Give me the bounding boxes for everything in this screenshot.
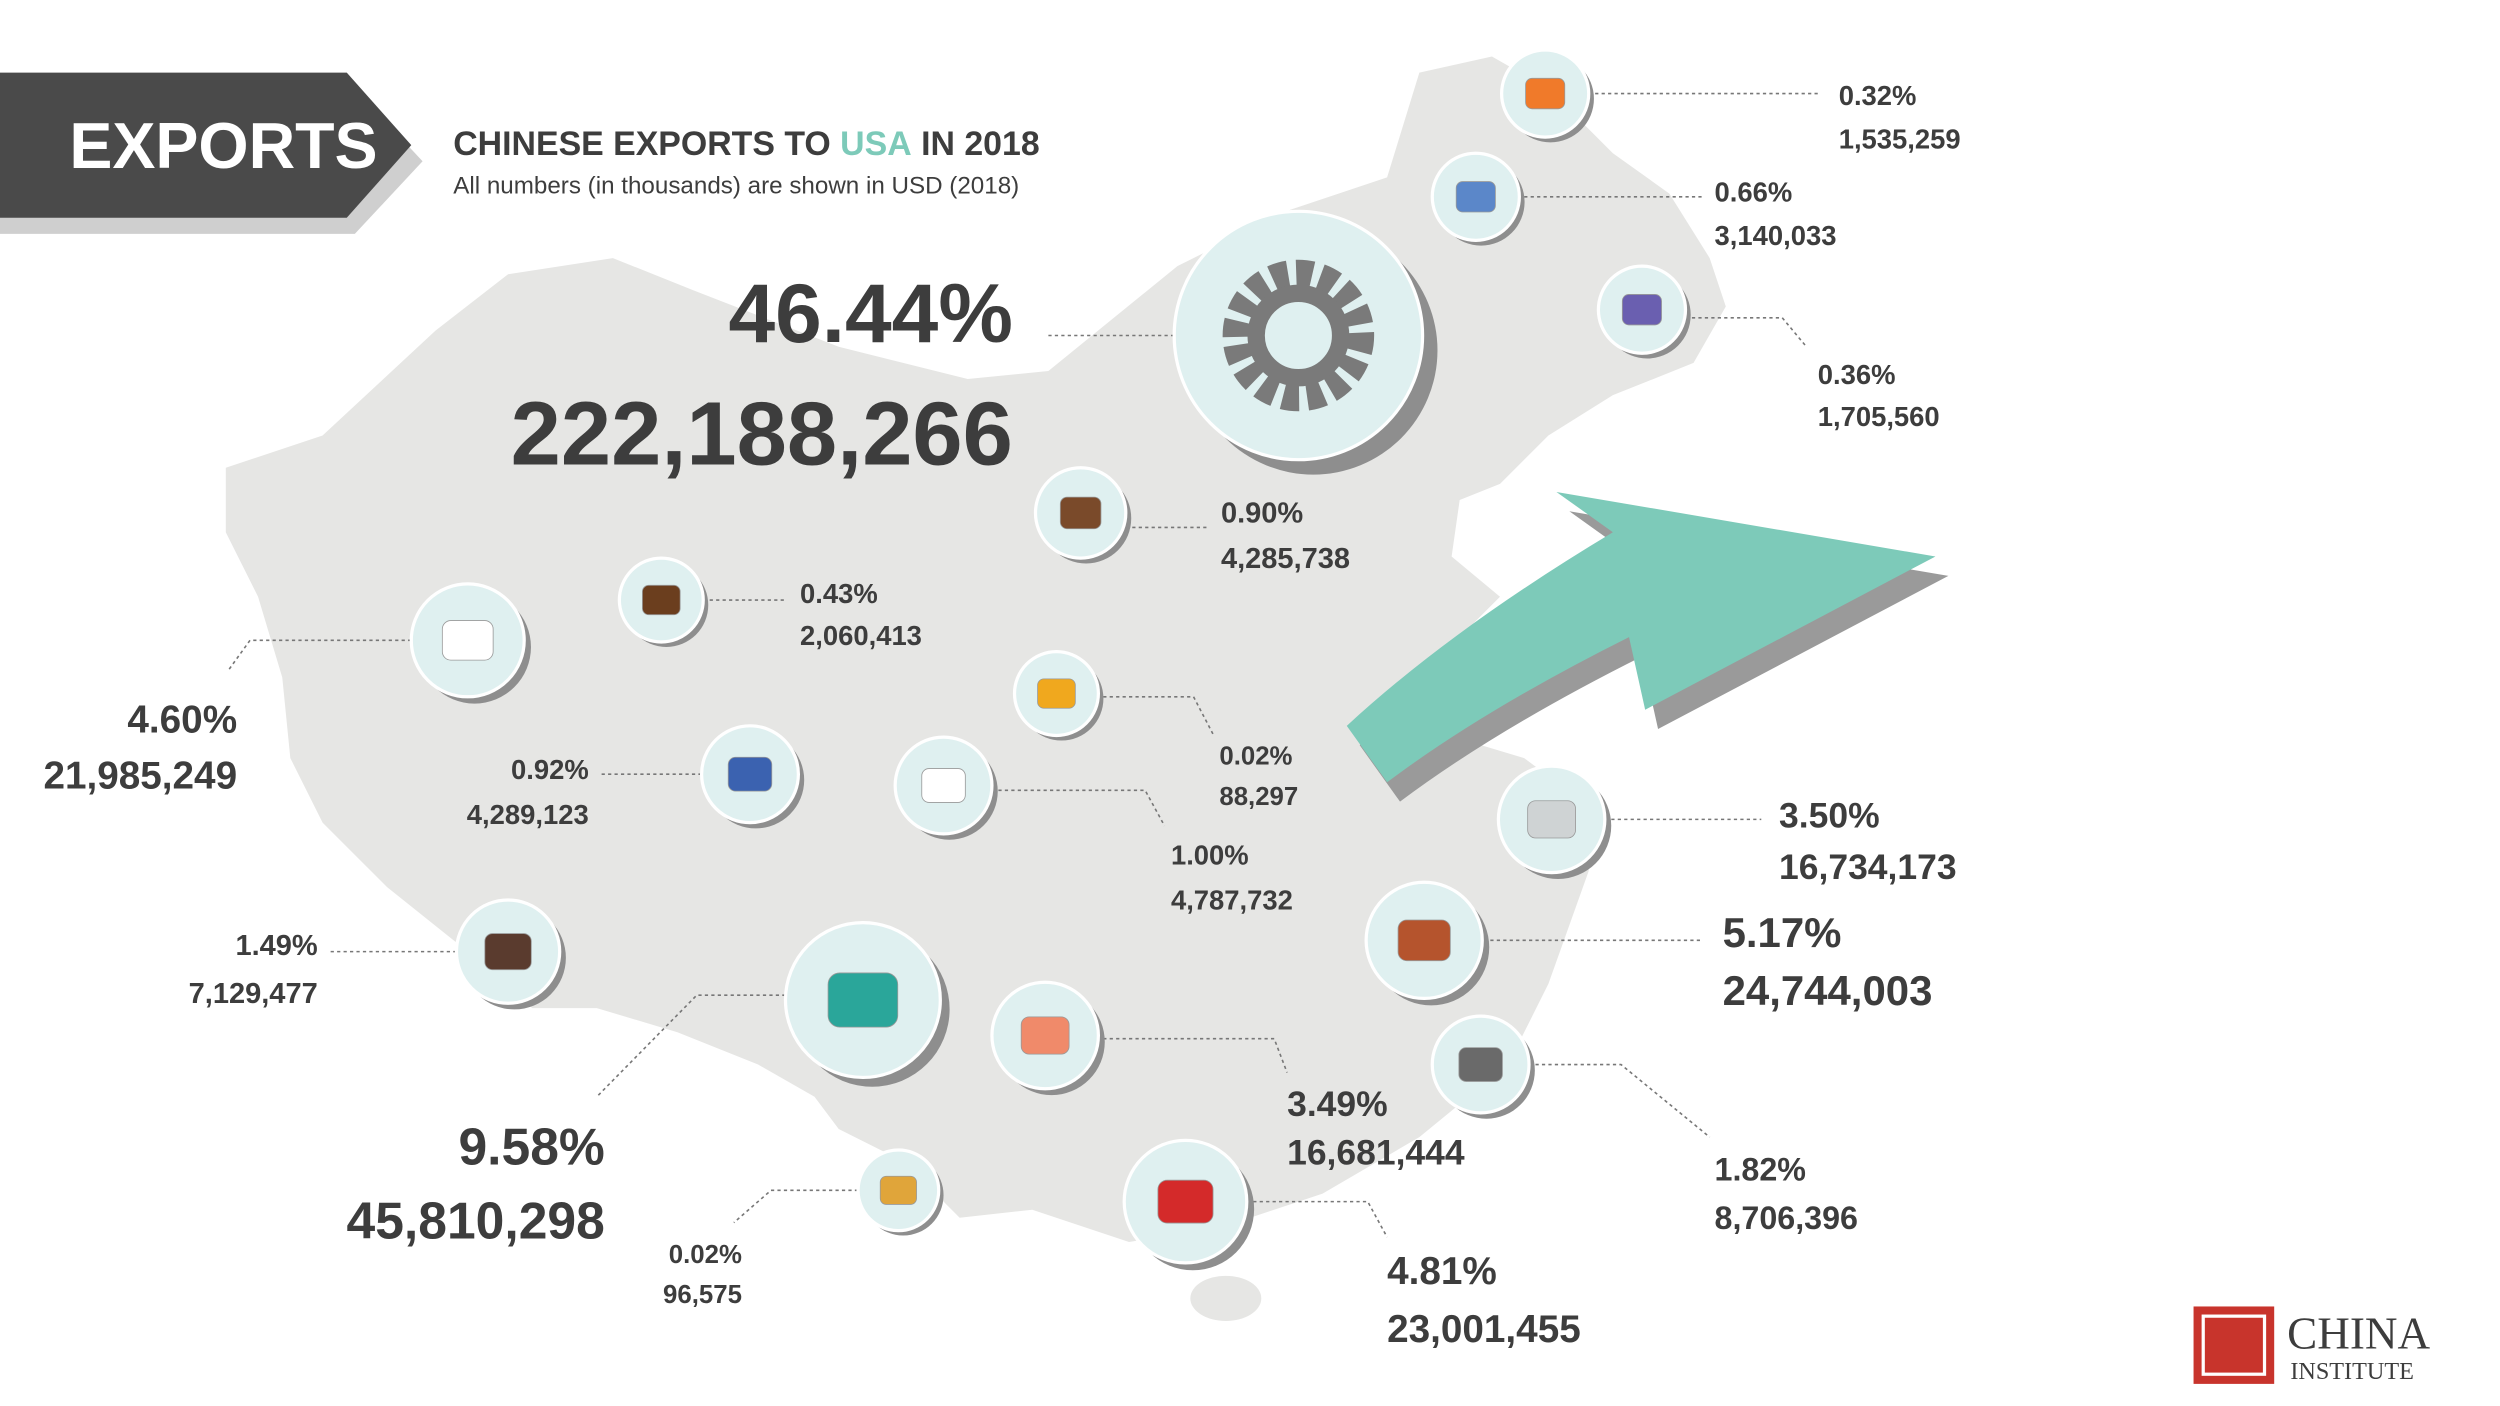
product-icon xyxy=(441,620,494,661)
export-percent: 3.49% xyxy=(1287,1084,1388,1124)
export-percent: 5.17% xyxy=(1723,909,1842,956)
export-value: 45,810,298 xyxy=(347,1192,605,1250)
export-percent: 0.32% xyxy=(1839,80,1917,111)
leader-line xyxy=(1529,1063,1711,1138)
icon-circle xyxy=(1172,209,1425,462)
export-value: 1,535,259 xyxy=(1839,123,1961,154)
export-item: 3.49% 16,681,444 xyxy=(990,980,1465,1173)
export-percent: 0.02% xyxy=(669,1241,742,1269)
export-item: 0.36% 1,705,560 xyxy=(1596,264,1940,432)
export-value: 24,744,003 xyxy=(1723,967,1933,1014)
product-icon xyxy=(1455,181,1496,213)
export-value: 4,787,732 xyxy=(1171,885,1293,916)
export-value: 16,681,444 xyxy=(1287,1133,1465,1173)
export-percent: 0.90% xyxy=(1221,498,1303,530)
gear-icon xyxy=(1222,259,1375,412)
leader-line xyxy=(596,994,786,1098)
product-icon xyxy=(1458,1047,1503,1082)
leader-line xyxy=(733,1189,859,1224)
items: 0.32% 1,535,259 0.66% 3,140,033 0.36% 1,705,5… xyxy=(43,48,1961,1351)
title: CHINESE EXPORTS TO USA IN 2018 xyxy=(453,125,1039,163)
export-item: 0.32% 1,535,259 xyxy=(1499,48,1961,154)
export-item: 1.82% 8,706,396 xyxy=(1430,1014,1858,1236)
logo-line1: CHINA xyxy=(2287,1308,2430,1358)
export-value: 96,575 xyxy=(663,1281,742,1309)
export-percent: 0.43% xyxy=(800,578,878,609)
export-value: 7,129,477 xyxy=(189,978,318,1010)
export-item: 0.43% 2,060,413 xyxy=(617,556,922,651)
header-tag: EXPORTS xyxy=(69,110,377,182)
export-item: 0.66% 3,140,033 xyxy=(1430,151,1837,251)
export-value: 1,705,560 xyxy=(1818,401,1940,432)
export-item: 5.17% 24,744,003 xyxy=(1364,880,1933,1014)
export-value: 222,188,266 xyxy=(511,384,1013,485)
export-item: 4.81% 23,001,455 xyxy=(1122,1138,1581,1351)
export-percent: 4.81% xyxy=(1387,1250,1497,1293)
header-banner: EXPORTS xyxy=(0,72,423,234)
export-item: 9.58% 45,810,298 xyxy=(347,920,950,1250)
export-percent: 0.92% xyxy=(511,754,589,785)
logo-line2: INSTITUTE xyxy=(2290,1358,2414,1385)
export-item: 1.00% 4,787,732 xyxy=(893,735,1293,916)
title-start: CHINESE EXPORTS TO xyxy=(453,125,840,163)
product-icon xyxy=(1397,919,1451,962)
product-icon xyxy=(1525,77,1566,110)
export-value: 4,285,738 xyxy=(1221,543,1350,575)
product-icon xyxy=(921,768,966,803)
product-icon xyxy=(879,1175,917,1205)
logo-seal xyxy=(2193,1306,2275,1384)
export-percent: 4.60% xyxy=(127,698,237,741)
export-item: 4.60% 21,985,249 xyxy=(43,582,531,798)
subtitle: All numbers (in thousands) are shown in … xyxy=(453,173,1019,200)
export-value: 21,985,249 xyxy=(43,755,237,798)
product-icon xyxy=(484,933,532,971)
logo-seal-inner xyxy=(2201,1314,2267,1376)
export-value: 16,734,173 xyxy=(1779,847,1957,887)
leader-line xyxy=(228,639,412,670)
product-icon xyxy=(727,756,773,792)
export-item: 0.90% 4,285,738 xyxy=(1033,466,1350,575)
title-highlight: USA xyxy=(840,125,912,163)
export-item: 3.50% 16,734,173 xyxy=(1496,764,1957,887)
export-item: 1.49% 7,129,477 xyxy=(189,898,566,1010)
export-percent: 0.66% xyxy=(1715,177,1793,208)
export-percent: 1.49% xyxy=(235,930,317,962)
title-end: IN 2018 xyxy=(912,125,1040,163)
export-item: 0.92% 4,289,123 xyxy=(467,724,805,830)
export-percent: 1.82% xyxy=(1715,1152,1806,1188)
export-value: 3,140,033 xyxy=(1715,220,1837,251)
export-percent: 46.44% xyxy=(728,266,1012,360)
product-icon xyxy=(1059,496,1102,530)
product-icon xyxy=(642,584,681,616)
export-value: 23,001,455 xyxy=(1387,1308,1581,1351)
export-percent: 1.00% xyxy=(1171,840,1249,871)
product-icon xyxy=(1621,294,1662,326)
product-icon xyxy=(1020,1016,1070,1055)
export-percent: 0.36% xyxy=(1818,359,1896,390)
logo: CHINA INSTITUTE xyxy=(2193,1306,2430,1385)
export-percent: 0.02% xyxy=(1219,743,1292,771)
product-icon xyxy=(1037,678,1076,709)
export-value: 88,297 xyxy=(1219,783,1298,811)
export-item: 46.44% 222,188,266 xyxy=(511,209,1438,485)
product-icon xyxy=(1157,1179,1214,1224)
product-icon xyxy=(1527,800,1576,839)
export-value: 4,289,123 xyxy=(467,799,589,830)
product-icon xyxy=(827,972,899,1028)
gear-icon-hub xyxy=(1247,284,1350,387)
export-value: 8,706,396 xyxy=(1715,1200,1858,1236)
leader-line xyxy=(1685,316,1808,348)
export-item: 0.02% 96,575 xyxy=(663,1148,944,1309)
export-percent: 3.50% xyxy=(1779,795,1880,835)
export-item: 0.02% 88,297 xyxy=(1012,650,1298,811)
arrow xyxy=(1346,491,1949,802)
export-percent: 9.58% xyxy=(458,1118,604,1176)
export-value: 2,060,413 xyxy=(800,620,922,651)
leader-line xyxy=(1246,1200,1388,1238)
